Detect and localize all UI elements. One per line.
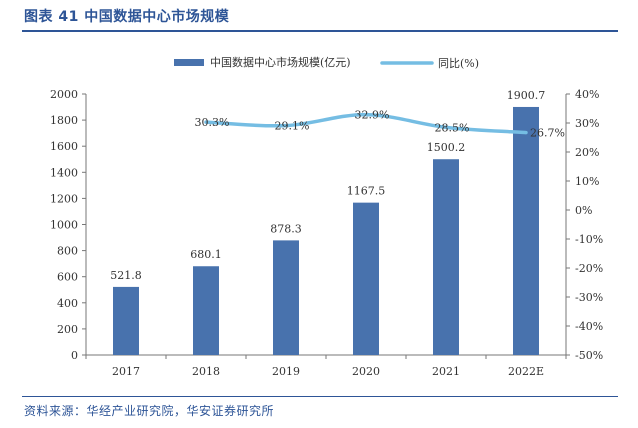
chart: 中国数据中心市场规模(亿元) 同比(%) 0 200 400 600 800 1000 12… [50,55,603,378]
line-data-label: 32.9% [355,109,390,122]
y-left-tick-label: 1800 [50,114,78,127]
bar [433,159,459,355]
bar [513,106,539,355]
bars: 521.8 680.1 878.3 1167.5 1500.2 1900.7 [110,89,545,355]
bar [193,266,219,355]
y-left-tick-label: 1400 [50,166,78,179]
bar-data-label: 1500.2 [427,141,466,154]
y-right-tick-label: -20% [575,262,603,275]
bar [273,240,299,355]
y-right-tick-label: 0% [575,204,592,217]
x-tick-label: 2021 [432,365,460,378]
bar-data-label: 1167.5 [347,185,386,198]
y-left-tick-label: 400 [57,297,78,310]
line-data-label: 30.3% [195,116,230,129]
x-tick-label: 2017 [112,365,140,378]
x-tick-label: 2022E [508,365,544,378]
source-note: 资料来源：华经产业研究院，华安证券研究所 [24,404,275,418]
y-right-tick-label: 20% [575,146,599,159]
bar [353,202,379,355]
y-left-tick-label: 200 [57,323,78,336]
yoy-growth-line [204,112,528,135]
y-right-tick-label: -10% [575,233,603,246]
legend: 中国数据中心市场规模(亿元) 同比(%) [174,55,479,70]
y-right-tick-label: -50% [575,349,603,362]
bar-data-label: 521.8 [110,269,142,282]
x-tick-label: 2020 [352,365,380,378]
y-right-tick-label: 10% [575,175,599,188]
y-left-tick-label: 800 [57,245,78,258]
y-left-tick-label: 1200 [50,192,78,205]
y-right-tick-label: -30% [575,291,603,304]
axes: 0 200 400 600 800 1000 1200 1400 1600 1800 2000 -50… [50,88,603,378]
y-right-tick-label: 40% [575,88,599,101]
bar-data-label: 1900.7 [507,89,546,102]
y-left-tick-label: 1600 [50,140,78,153]
x-tick-label: 2019 [272,365,300,378]
y-left-tick-label: 0 [71,349,78,362]
y-left-tick-label: 2000 [50,88,78,101]
line-series: 30.3% 29.1% 32.9% 28.5% 26.7% [195,109,565,140]
line-data-label: 26.7% [530,127,565,140]
title-divider [22,30,618,32]
y-left-tick-label: 600 [57,271,78,284]
legend-bar-label: 中国数据中心市场规模(亿元) [210,55,351,69]
y-right-tick-label: 30% [575,117,599,130]
source-divider [22,396,618,397]
bar [113,286,139,355]
x-tick-label: 2018 [192,365,220,378]
chart-title: 图表 41 中国数据中心市场规模 [24,9,230,25]
line-data-label: 29.1% [275,120,310,133]
legend-bar-swatch [174,59,204,66]
legend-line-label: 同比(%) [438,57,479,70]
bar-data-label: 878.3 [270,222,302,235]
bar-data-label: 680.1 [190,248,222,261]
line-data-label: 28.5% [435,121,470,134]
y-left-tick-label: 1000 [50,219,78,232]
y-right-tick-label: -40% [575,320,603,333]
